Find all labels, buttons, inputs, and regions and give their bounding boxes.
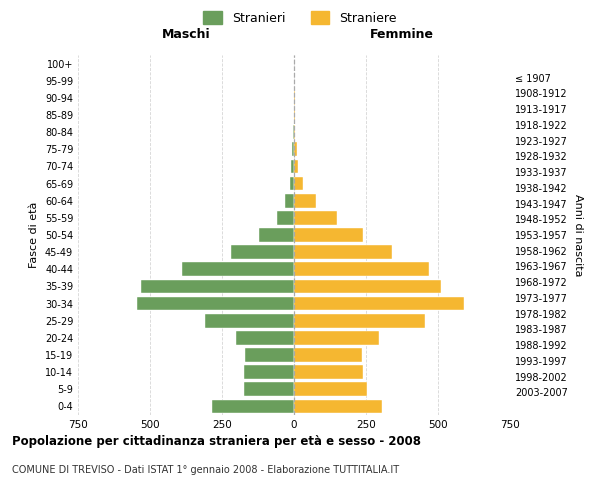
Bar	[290, 176, 294, 190]
Bar	[230, 246, 294, 259]
Bar	[294, 160, 298, 173]
Bar	[292, 142, 294, 156]
Text: Popolazione per cittadinanza straniera per età e sesso - 2008: Popolazione per cittadinanza straniera p…	[12, 435, 421, 448]
Bar	[294, 348, 362, 362]
Bar	[286, 194, 294, 207]
Y-axis label: Fasce di età: Fasce di età	[29, 202, 39, 268]
Text: Maschi: Maschi	[161, 28, 211, 42]
Bar	[294, 246, 392, 259]
Bar	[137, 296, 294, 310]
Bar	[294, 331, 379, 344]
Bar	[294, 126, 295, 139]
Bar	[294, 400, 382, 413]
Bar	[294, 142, 297, 156]
Bar	[294, 382, 367, 396]
Bar	[291, 160, 294, 173]
Bar	[294, 296, 464, 310]
Text: COMUNE DI TREVISO - Dati ISTAT 1° gennaio 2008 - Elaborazione TUTTITALIA.IT: COMUNE DI TREVISO - Dati ISTAT 1° gennai…	[12, 465, 399, 475]
Bar	[294, 176, 302, 190]
Bar	[244, 366, 294, 379]
Bar	[294, 108, 295, 122]
Bar	[294, 228, 363, 242]
Text: Femmine: Femmine	[370, 28, 434, 42]
Bar	[212, 400, 294, 413]
Bar	[294, 194, 316, 207]
Bar	[294, 314, 425, 328]
Bar	[277, 211, 294, 224]
Bar	[244, 382, 294, 396]
Legend: Stranieri, Straniere: Stranieri, Straniere	[203, 11, 397, 25]
Bar	[142, 280, 294, 293]
Bar	[294, 211, 337, 224]
Bar	[259, 228, 294, 242]
Bar	[294, 262, 430, 276]
Bar	[245, 348, 294, 362]
Y-axis label: Anni di nascita: Anni di nascita	[573, 194, 583, 276]
Bar	[294, 366, 363, 379]
Bar	[205, 314, 294, 328]
Bar	[294, 280, 441, 293]
Bar	[236, 331, 294, 344]
Bar	[182, 262, 294, 276]
